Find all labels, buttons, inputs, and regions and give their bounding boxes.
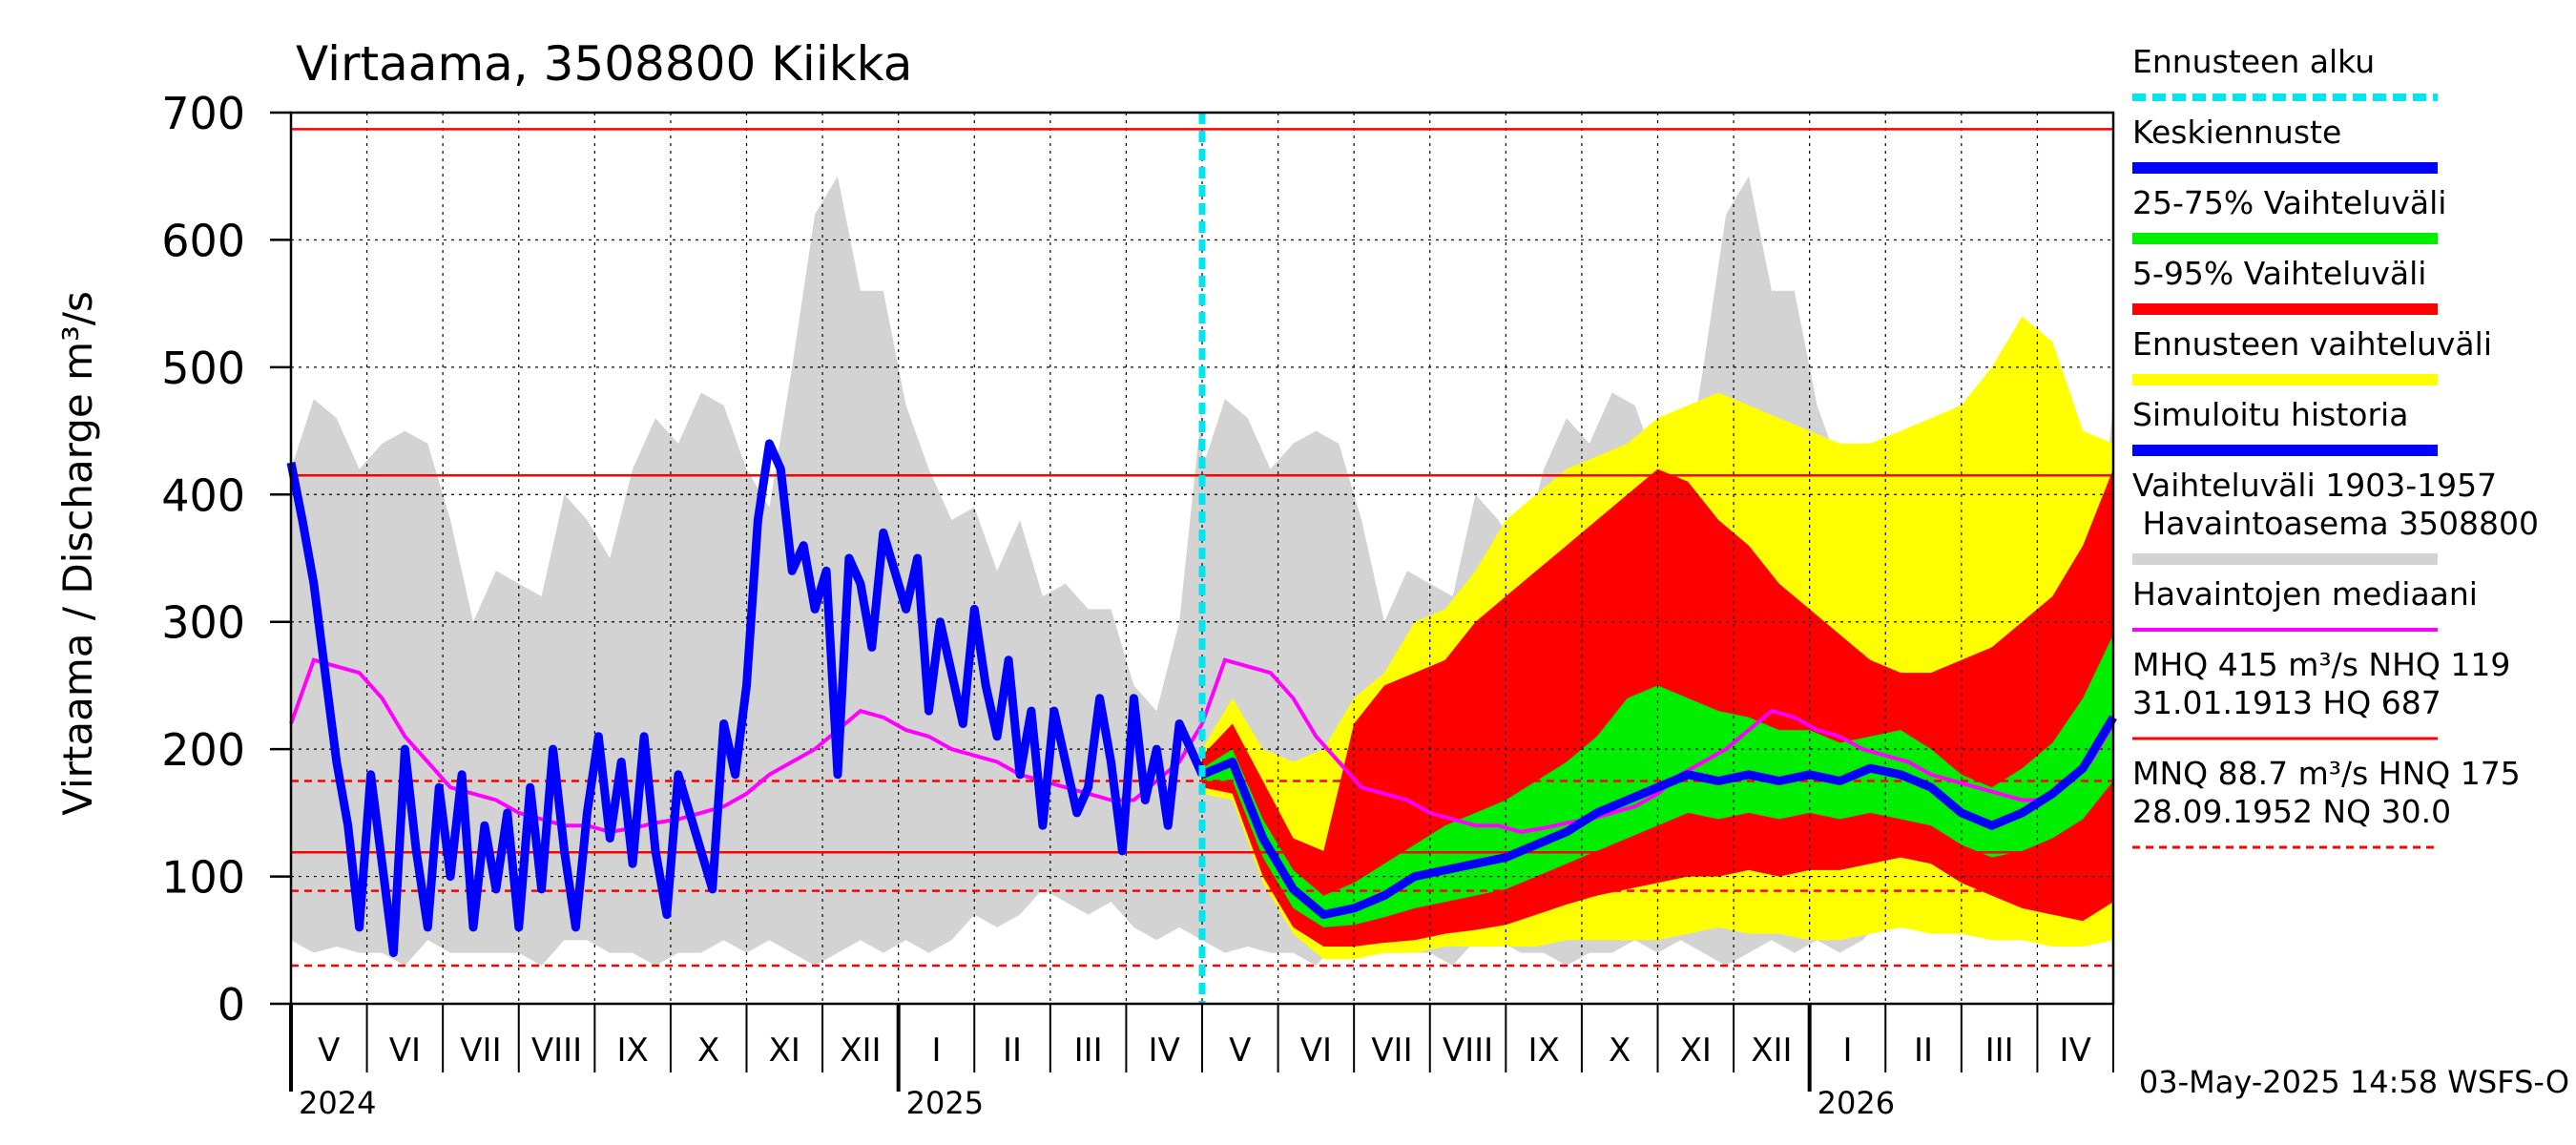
x-month-label: V — [1229, 1031, 1251, 1070]
legend-label: Ennusteen alku — [2132, 43, 2375, 80]
x-month-label: VIII — [531, 1031, 582, 1070]
x-year-label: 2026 — [1818, 1085, 1895, 1121]
x-month-label: I — [931, 1031, 941, 1070]
legend-label: Vaihteluväli 1903-1957 Havaintoasema 350… — [2132, 467, 2539, 542]
y-axis-label: Virtaama / Discharge m³/s — [54, 291, 101, 816]
y-tick-label: 500 — [161, 343, 245, 394]
legend-label: Havaintojen mediaani — [2132, 575, 2478, 613]
x-month-label: IX — [616, 1031, 648, 1070]
x-month-label: VI — [1300, 1031, 1332, 1070]
x-month-label: IV — [2060, 1031, 2091, 1070]
x-month-label: VIII — [1443, 1031, 1493, 1070]
x-year-label: 2025 — [906, 1085, 984, 1121]
legend-label-line: Simuloitu historia — [2132, 396, 2408, 433]
forecast-mean-line — [1200, 715, 2117, 920]
x-month-label: II — [1914, 1031, 1933, 1070]
x-month-label: X — [1609, 1031, 1631, 1070]
x-month-label: V — [318, 1031, 340, 1070]
x-month-label: IV — [1149, 1031, 1180, 1070]
x-month-label: II — [1003, 1031, 1022, 1070]
x-month-label: XI — [1680, 1031, 1712, 1070]
y-tick-label: 300 — [161, 597, 245, 649]
plot-area — [286, 112, 2117, 1005]
y-tick-label: 200 — [161, 724, 245, 776]
y-tick-label: 0 — [218, 979, 245, 1030]
legend: Ennusteen alku Keskiennuste 25-75% Vaihtel… — [2132, 43, 2539, 849]
x-year-label: 2024 — [299, 1085, 376, 1121]
legend-label-line: 28.09.1952 NQ 30.0 — [2132, 793, 2451, 830]
x-month-label: III — [1074, 1031, 1103, 1070]
legend-label-line: Ennusteen vaihteluväli — [2132, 325, 2492, 363]
x-month-label: XII — [840, 1031, 881, 1070]
chart-title: Virtaama, 3508800 Kiikka — [296, 36, 912, 92]
x-month-label: XI — [769, 1031, 800, 1070]
x-month-label: XII — [1751, 1031, 1792, 1070]
median-line-next-year — [1200, 657, 2115, 834]
legend-label-line: Havaintoasema 3508800 — [2132, 505, 2539, 542]
y-tick-label: 600 — [161, 215, 245, 266]
x-month-label: I — [1842, 1031, 1852, 1070]
x-month-label: VII — [1371, 1031, 1412, 1070]
legend-label: 25-75% Vaihteluväli — [2132, 184, 2446, 221]
legend-label: Keskiennuste — [2132, 114, 2341, 151]
x-month-label: VI — [389, 1031, 421, 1070]
legend-label-line: MHQ 415 m³/s NHQ 119 — [2132, 646, 2510, 683]
timestamp: 03-May-2025 14:58 WSFS-O — [2139, 1064, 2569, 1100]
x-month-label: IX — [1527, 1031, 1559, 1070]
legend-label: 5-95% Vaihteluväli — [2132, 255, 2426, 292]
legend-label-line: 5-95% Vaihteluväli — [2132, 255, 2426, 292]
legend-label-line: Ennusteen alku — [2132, 43, 2375, 80]
simulated-history-line — [286, 439, 1207, 958]
legend-label: Simuloitu historia — [2132, 396, 2408, 433]
legend-label: MHQ 415 m³/s NHQ 119 31.01.1913 HQ 687 — [2132, 646, 2510, 721]
legend-label-line: Havaintojen mediaani — [2132, 575, 2478, 613]
legend-label: MNQ 88.7 m³/s HNQ 175 28.09.1952 NQ 30.0 — [2132, 755, 2521, 830]
x-month-label: III — [1985, 1031, 2014, 1070]
legend-label-line: Keskiennuste — [2132, 114, 2341, 151]
y-tick-label: 100 — [161, 852, 245, 904]
x-month-label: X — [697, 1031, 719, 1070]
y-tick-label: 700 — [161, 88, 245, 139]
legend-label-line: Vaihteluväli 1903-1957 — [2132, 467, 2497, 504]
legend-label: Ennusteen vaihteluväli — [2132, 325, 2492, 363]
legend-label-line: 31.01.1913 HQ 687 — [2132, 684, 2441, 721]
legend-label-line: MNQ 88.7 m³/s HNQ 175 — [2132, 755, 2521, 792]
x-month-label: VII — [460, 1031, 501, 1070]
legend-label-line: 25-75% Vaihteluväli — [2132, 184, 2446, 221]
y-tick-label: 400 — [161, 469, 245, 521]
